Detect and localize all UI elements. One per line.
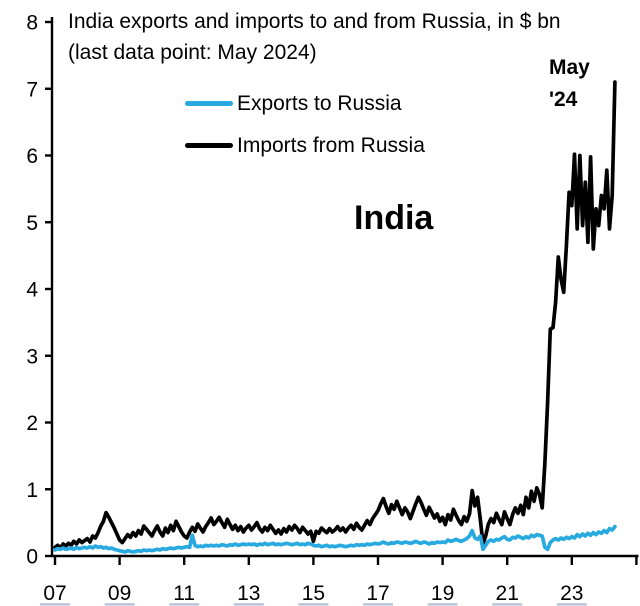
y-tick-label: 3 <box>26 345 38 368</box>
cropped-text-artifact <box>104 603 135 606</box>
imports-line-swatch <box>185 143 233 148</box>
cropped-text-artifact <box>427 603 458 606</box>
chart-title-block: India exports and imports to and from Ru… <box>68 6 638 68</box>
y-tick-label: 6 <box>26 145 38 168</box>
x-tick-label: 19 <box>431 582 454 605</box>
y-tick-label: 7 <box>26 78 38 101</box>
cropped-text-artifact <box>40 603 70 606</box>
cropped-text-artifact <box>492 603 523 606</box>
exports-line-swatch <box>185 101 233 106</box>
cropped-text-artifact <box>233 603 264 606</box>
y-tick-label: 8 <box>26 12 38 35</box>
y-tick-label: 2 <box>26 412 38 435</box>
y-tick-label: 0 <box>26 546 38 569</box>
cropped-text-artifact <box>363 603 393 606</box>
chart-subtitle: (last data point: May 2024) <box>68 41 317 64</box>
legend-item-imports: Imports from Russia <box>185 133 425 158</box>
imports-line <box>53 80 617 550</box>
exports-line <box>53 524 617 554</box>
last-point-line1: May <box>549 56 590 79</box>
x-tick-label: 11 <box>173 582 195 605</box>
legend-label-exports: Exports to Russia <box>237 91 402 115</box>
cropped-text-artifact <box>298 603 329 606</box>
legend-item-exports: Exports to Russia <box>185 91 425 116</box>
chart-title: India exports and imports to and from Ru… <box>68 10 561 33</box>
legend: Exports to Russia Imports from Russia <box>185 91 425 158</box>
x-tick-label: 15 <box>302 582 325 605</box>
country-label: India <box>354 199 434 237</box>
x-tick-label: 21 <box>496 582 519 605</box>
x-tick-label: 07 <box>43 582 66 605</box>
last-point-line2: '24 <box>549 88 578 111</box>
x-tick-label: 23 <box>560 582 583 605</box>
y-tick-label: 5 <box>26 212 38 235</box>
y-tick-label: 1 <box>26 479 38 502</box>
last-point-annotation: May '24 <box>549 52 590 116</box>
cropped-text-artifact <box>556 603 587 606</box>
cropped-text-artifact <box>169 603 200 606</box>
legend-label-imports: Imports from Russia <box>237 133 425 157</box>
x-tick-label: 09 <box>108 582 131 605</box>
y-tick-label: 4 <box>26 279 38 302</box>
x-tick-label: 13 <box>237 582 260 605</box>
x-tick-label: 17 <box>366 582 389 605</box>
